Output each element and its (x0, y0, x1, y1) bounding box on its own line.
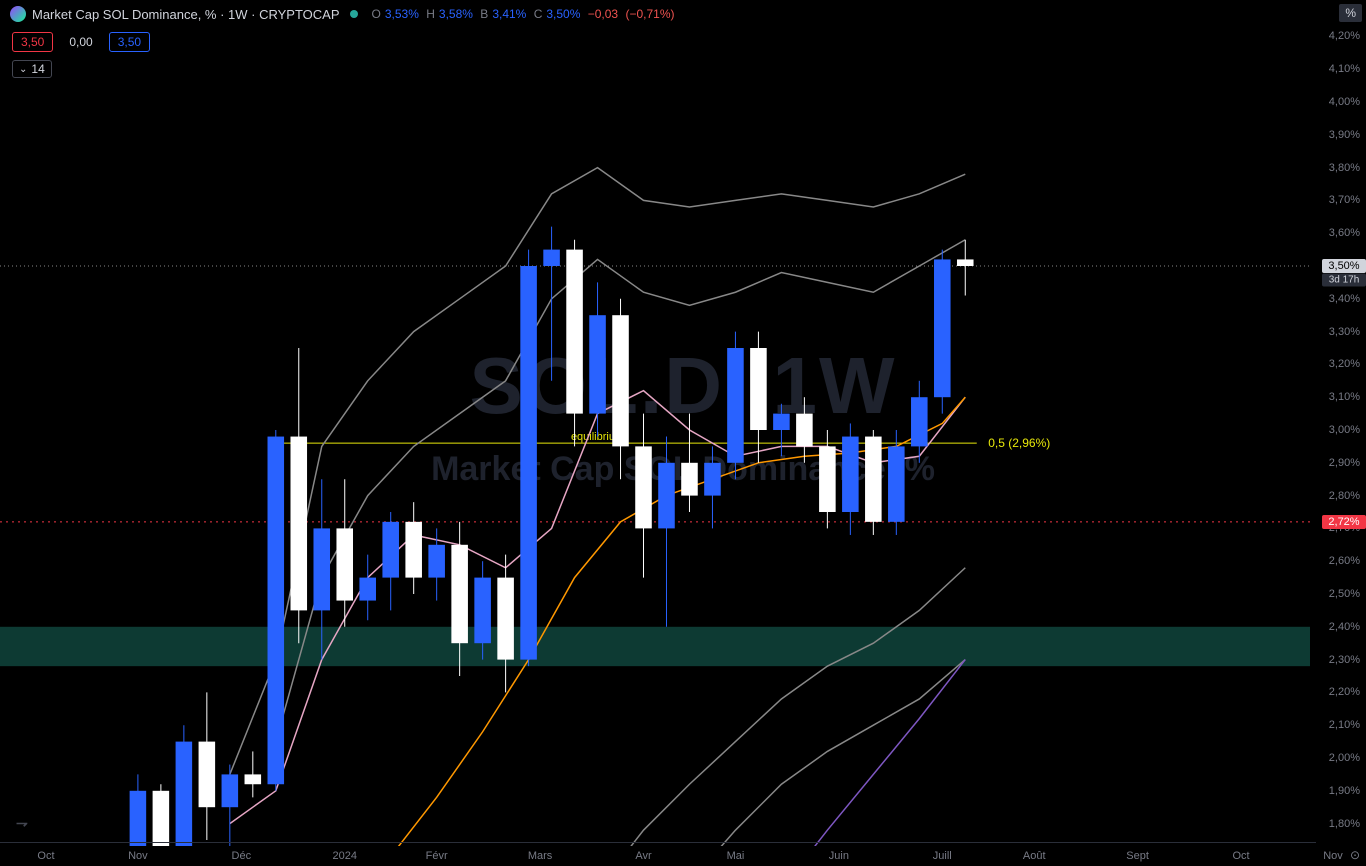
y-tick: 3,90% (1329, 129, 1360, 141)
x-tick: Juill (933, 850, 952, 862)
x-tick: Avr (635, 850, 651, 862)
badge-high[interactable]: 3,50 (109, 32, 150, 52)
badge-low[interactable]: 3,50 (12, 32, 53, 52)
y-axis[interactable]: 4,20% 4,10% 4,00% 3,90% 3,80% 3,70% 3,60% 3,50%… (1316, 0, 1366, 840)
x-tick: 2024 (332, 850, 356, 862)
svg-text:0,5 (2,96%): 0,5 (2,96%) (988, 436, 1050, 450)
x-tick: Sept (1126, 850, 1149, 862)
x-tick: Juin (829, 850, 849, 862)
y-tick: 3,70% (1329, 194, 1360, 206)
price-tag: 2,72% (1322, 515, 1366, 529)
x-tick: Févr (426, 850, 448, 862)
y-tick: 1,90% (1329, 785, 1360, 797)
x-axis[interactable]: Oct Nov Déc 2024 Févr Mars Avr Mai Juin Juill Août… (0, 842, 1316, 866)
x-tick: Août (1023, 850, 1046, 862)
y-tick: 3,30% (1329, 326, 1360, 338)
y-tick: 2,90% (1329, 457, 1360, 469)
y-tick: 3,10% (1329, 391, 1360, 403)
ohlc-readout: O3,53% H3,58% B3,41% C3,50% −0,03 (−0,71… (368, 7, 675, 21)
chart-header: Market Cap SOL Dominance, % · 1W · CRYPT… (10, 6, 674, 22)
dropdown-value: 14 (31, 62, 44, 76)
y-tick: 2,10% (1329, 719, 1360, 731)
x-tick: Nov (1323, 850, 1343, 862)
y-tick: 2,00% (1329, 752, 1360, 764)
badge-mid: 0,00 (61, 33, 100, 51)
tradingview-logo[interactable]: ⇁ (16, 815, 27, 832)
x-tick: Mai (727, 850, 745, 862)
y-tick: 2,80% (1329, 490, 1360, 502)
y-tick: 3,40% (1329, 293, 1360, 305)
y-tick: 2,50% (1329, 588, 1360, 600)
y-tick: 4,10% (1329, 63, 1360, 75)
x-tick: Oct (1232, 850, 1249, 862)
y-tick: 4,00% (1329, 96, 1360, 108)
price-chart[interactable]: equilibrium0,5 (2,96%) (0, 0, 1310, 846)
x-tick: Déc (232, 850, 252, 862)
y-tick: 1,80% (1329, 818, 1360, 830)
y-tick: 2,40% (1329, 621, 1360, 633)
y-tick: 3,60% (1329, 227, 1360, 239)
y-tick: 4,20% (1329, 30, 1360, 42)
price-tag: 3d 17h (1322, 274, 1366, 287)
x-tick: Nov (128, 850, 148, 862)
y-tick: 2,60% (1329, 555, 1360, 567)
price-tag: 3,50% (1322, 259, 1366, 273)
y-tick: 2,20% (1329, 686, 1360, 698)
y-tick: 3,00% (1329, 424, 1360, 436)
symbol-title[interactable]: Market Cap SOL Dominance, % · 1W · CRYPT… (32, 7, 340, 22)
y-tick: 3,80% (1329, 162, 1360, 174)
indicator-dropdown[interactable]: ⌄ 14 (12, 60, 52, 78)
market-status-dot (350, 10, 358, 18)
settings-gear-icon[interactable]: ⊙ (1350, 848, 1360, 862)
x-tick: Oct (37, 850, 54, 862)
y-tick: 2,30% (1329, 654, 1360, 666)
symbol-icon (10, 6, 26, 22)
indicator-badges: 3,50 0,00 3,50 (12, 32, 150, 52)
y-tick: 3,20% (1329, 358, 1360, 370)
x-tick: Mars (528, 850, 552, 862)
chevron-down-icon: ⌄ (19, 64, 27, 75)
